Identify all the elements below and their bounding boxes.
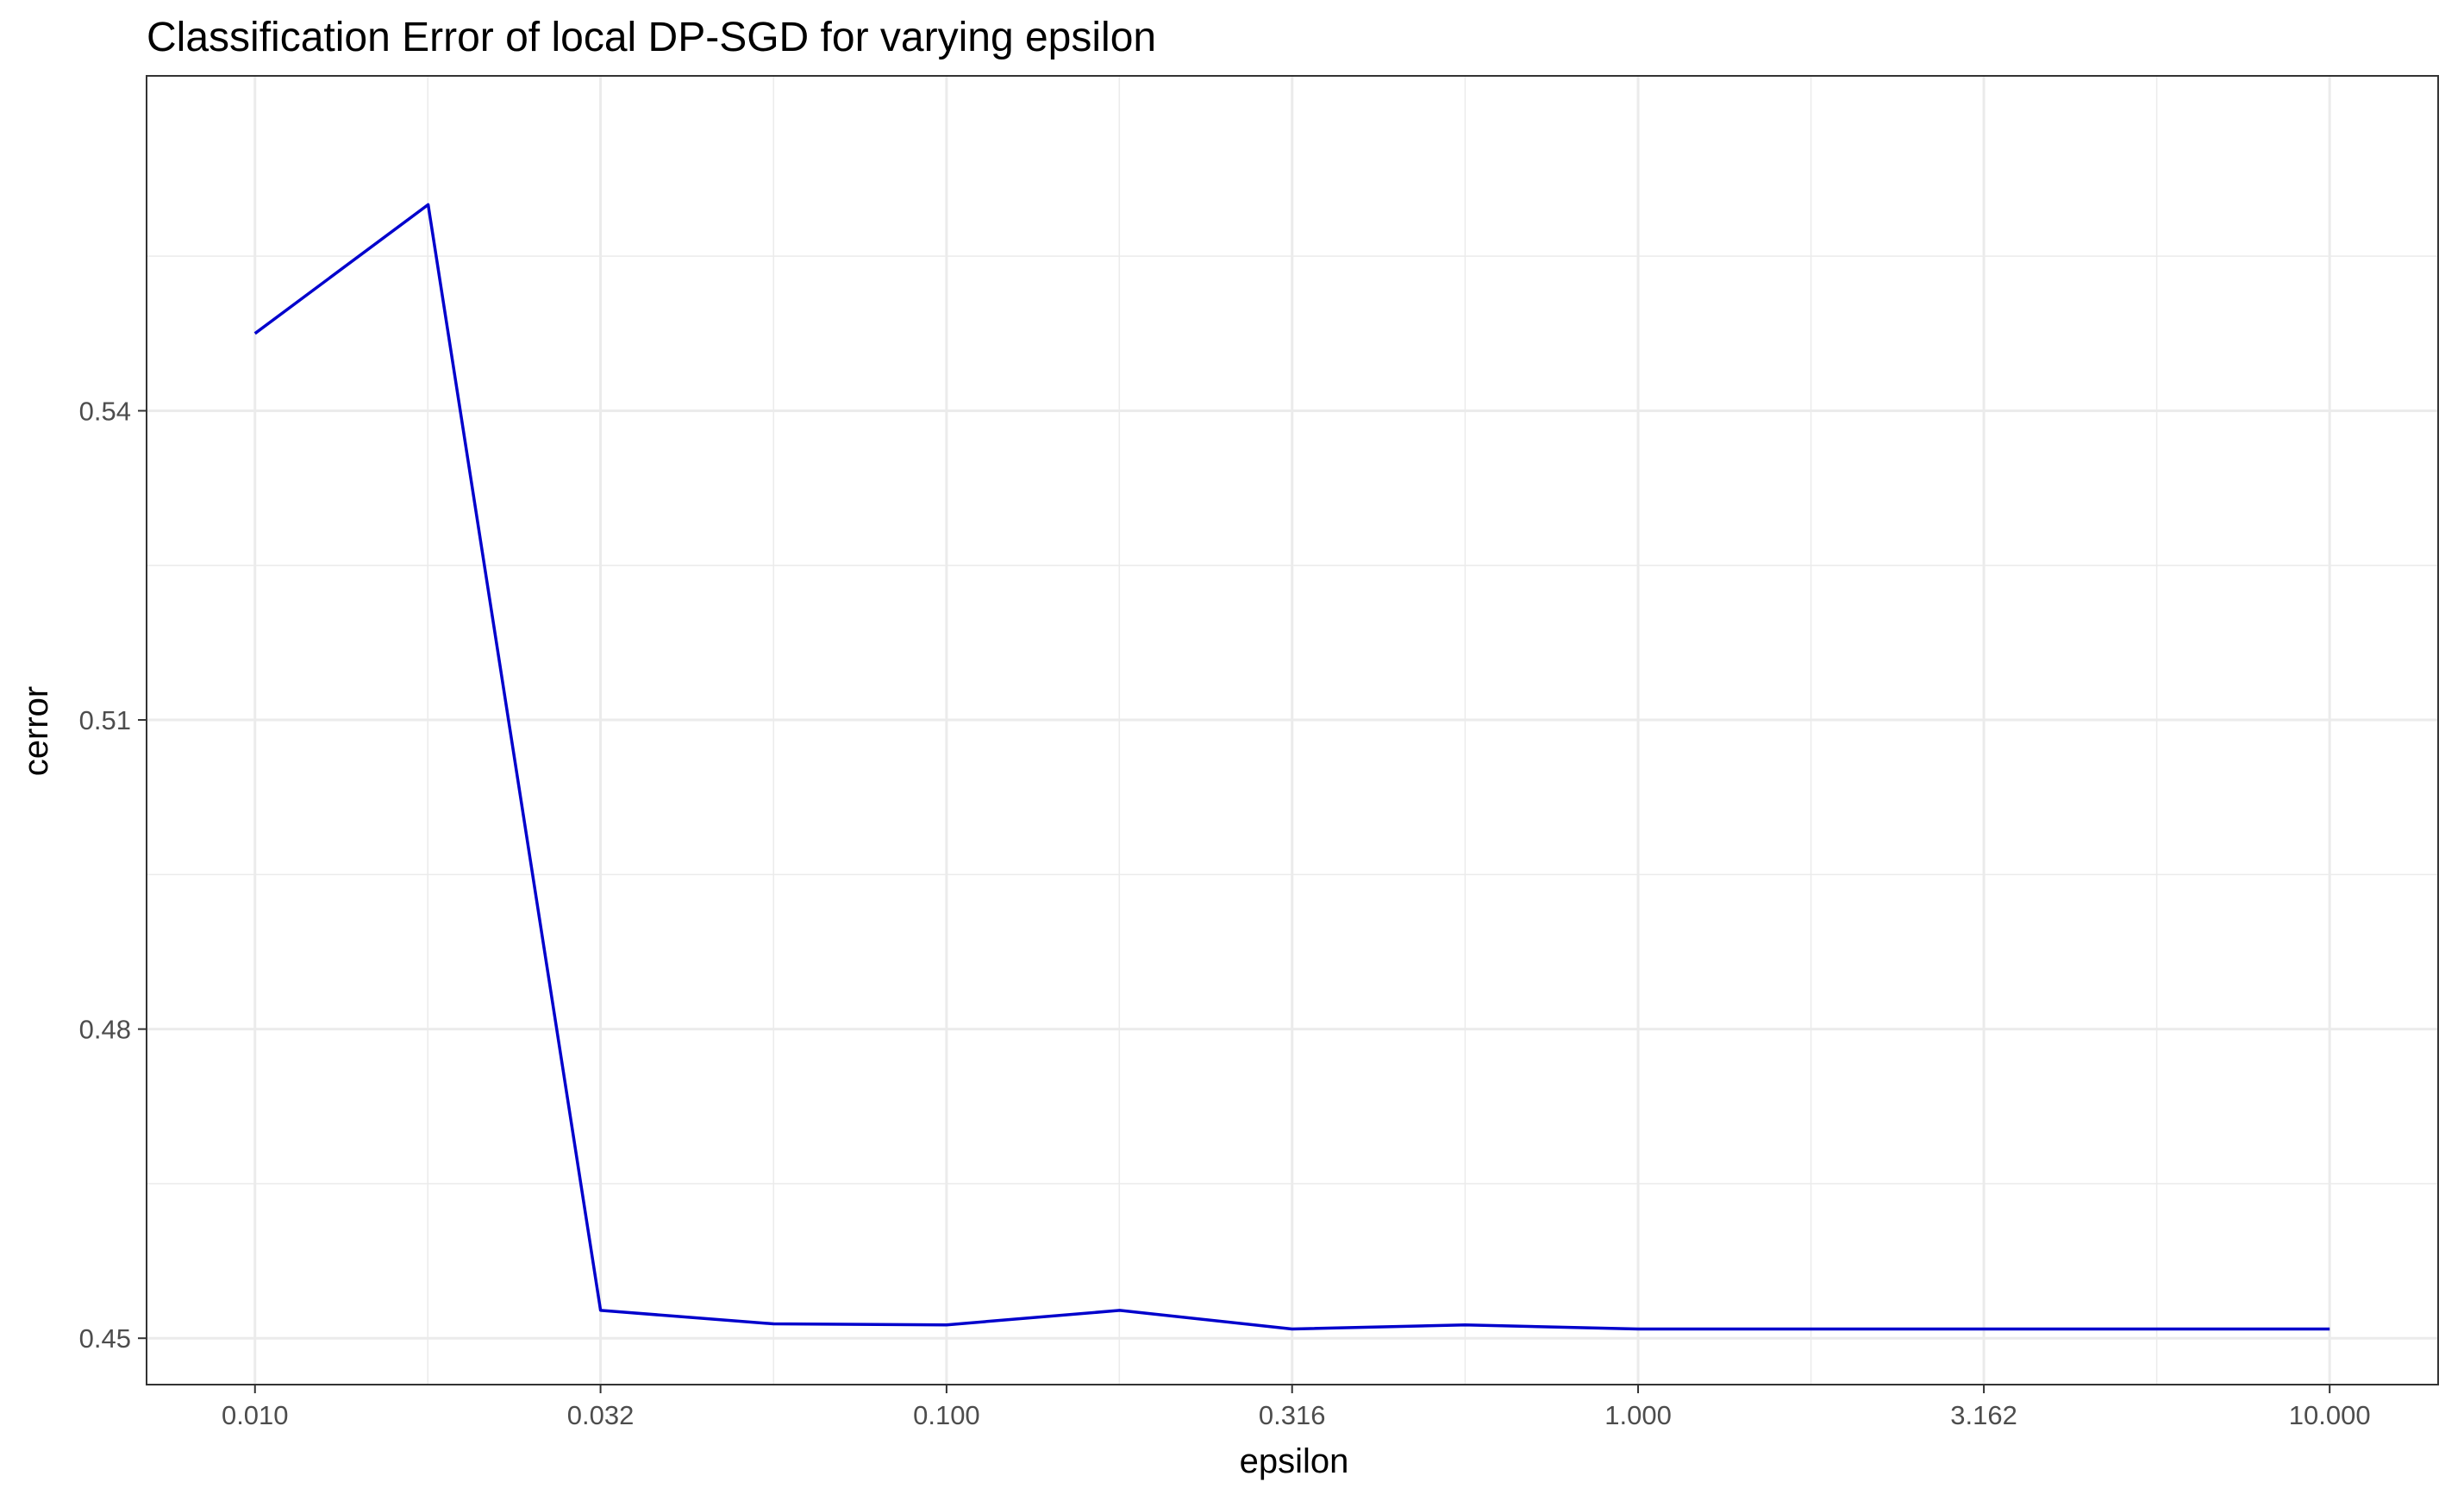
x-tick-label: 0.316: [1259, 1400, 1326, 1430]
y-tick-label: 0.45: [79, 1323, 131, 1354]
x-tick-label: 0.010: [222, 1400, 289, 1430]
x-tick-label: 0.032: [567, 1400, 635, 1430]
y-tick-label: 0.51: [79, 705, 131, 735]
y-tick-label: 0.54: [79, 396, 131, 426]
x-axis: 0.010 0.032 0.100 0.316 1.000 3.162 10.000: [222, 1385, 2371, 1430]
y-tick-label: 0.48: [79, 1015, 131, 1045]
x-tick-label: 1.000: [1604, 1400, 1672, 1430]
y-axis-label: cerror: [17, 686, 55, 776]
x-tick-label: 0.100: [913, 1400, 980, 1430]
series-line: [253, 203, 2330, 1331]
y-axis: 0.45 0.48 0.51 0.54: [79, 396, 147, 1354]
x-tick-label: 3.162: [1950, 1400, 2017, 1430]
x-axis-label: epsilon: [1240, 1442, 1349, 1480]
x-tick-label: 10.000: [2289, 1400, 2371, 1430]
major-gridlines: [147, 76, 2438, 1385]
series-layer: [253, 203, 2330, 1331]
chart-title: Classification Error of local DP-SGD for…: [147, 15, 1156, 60]
